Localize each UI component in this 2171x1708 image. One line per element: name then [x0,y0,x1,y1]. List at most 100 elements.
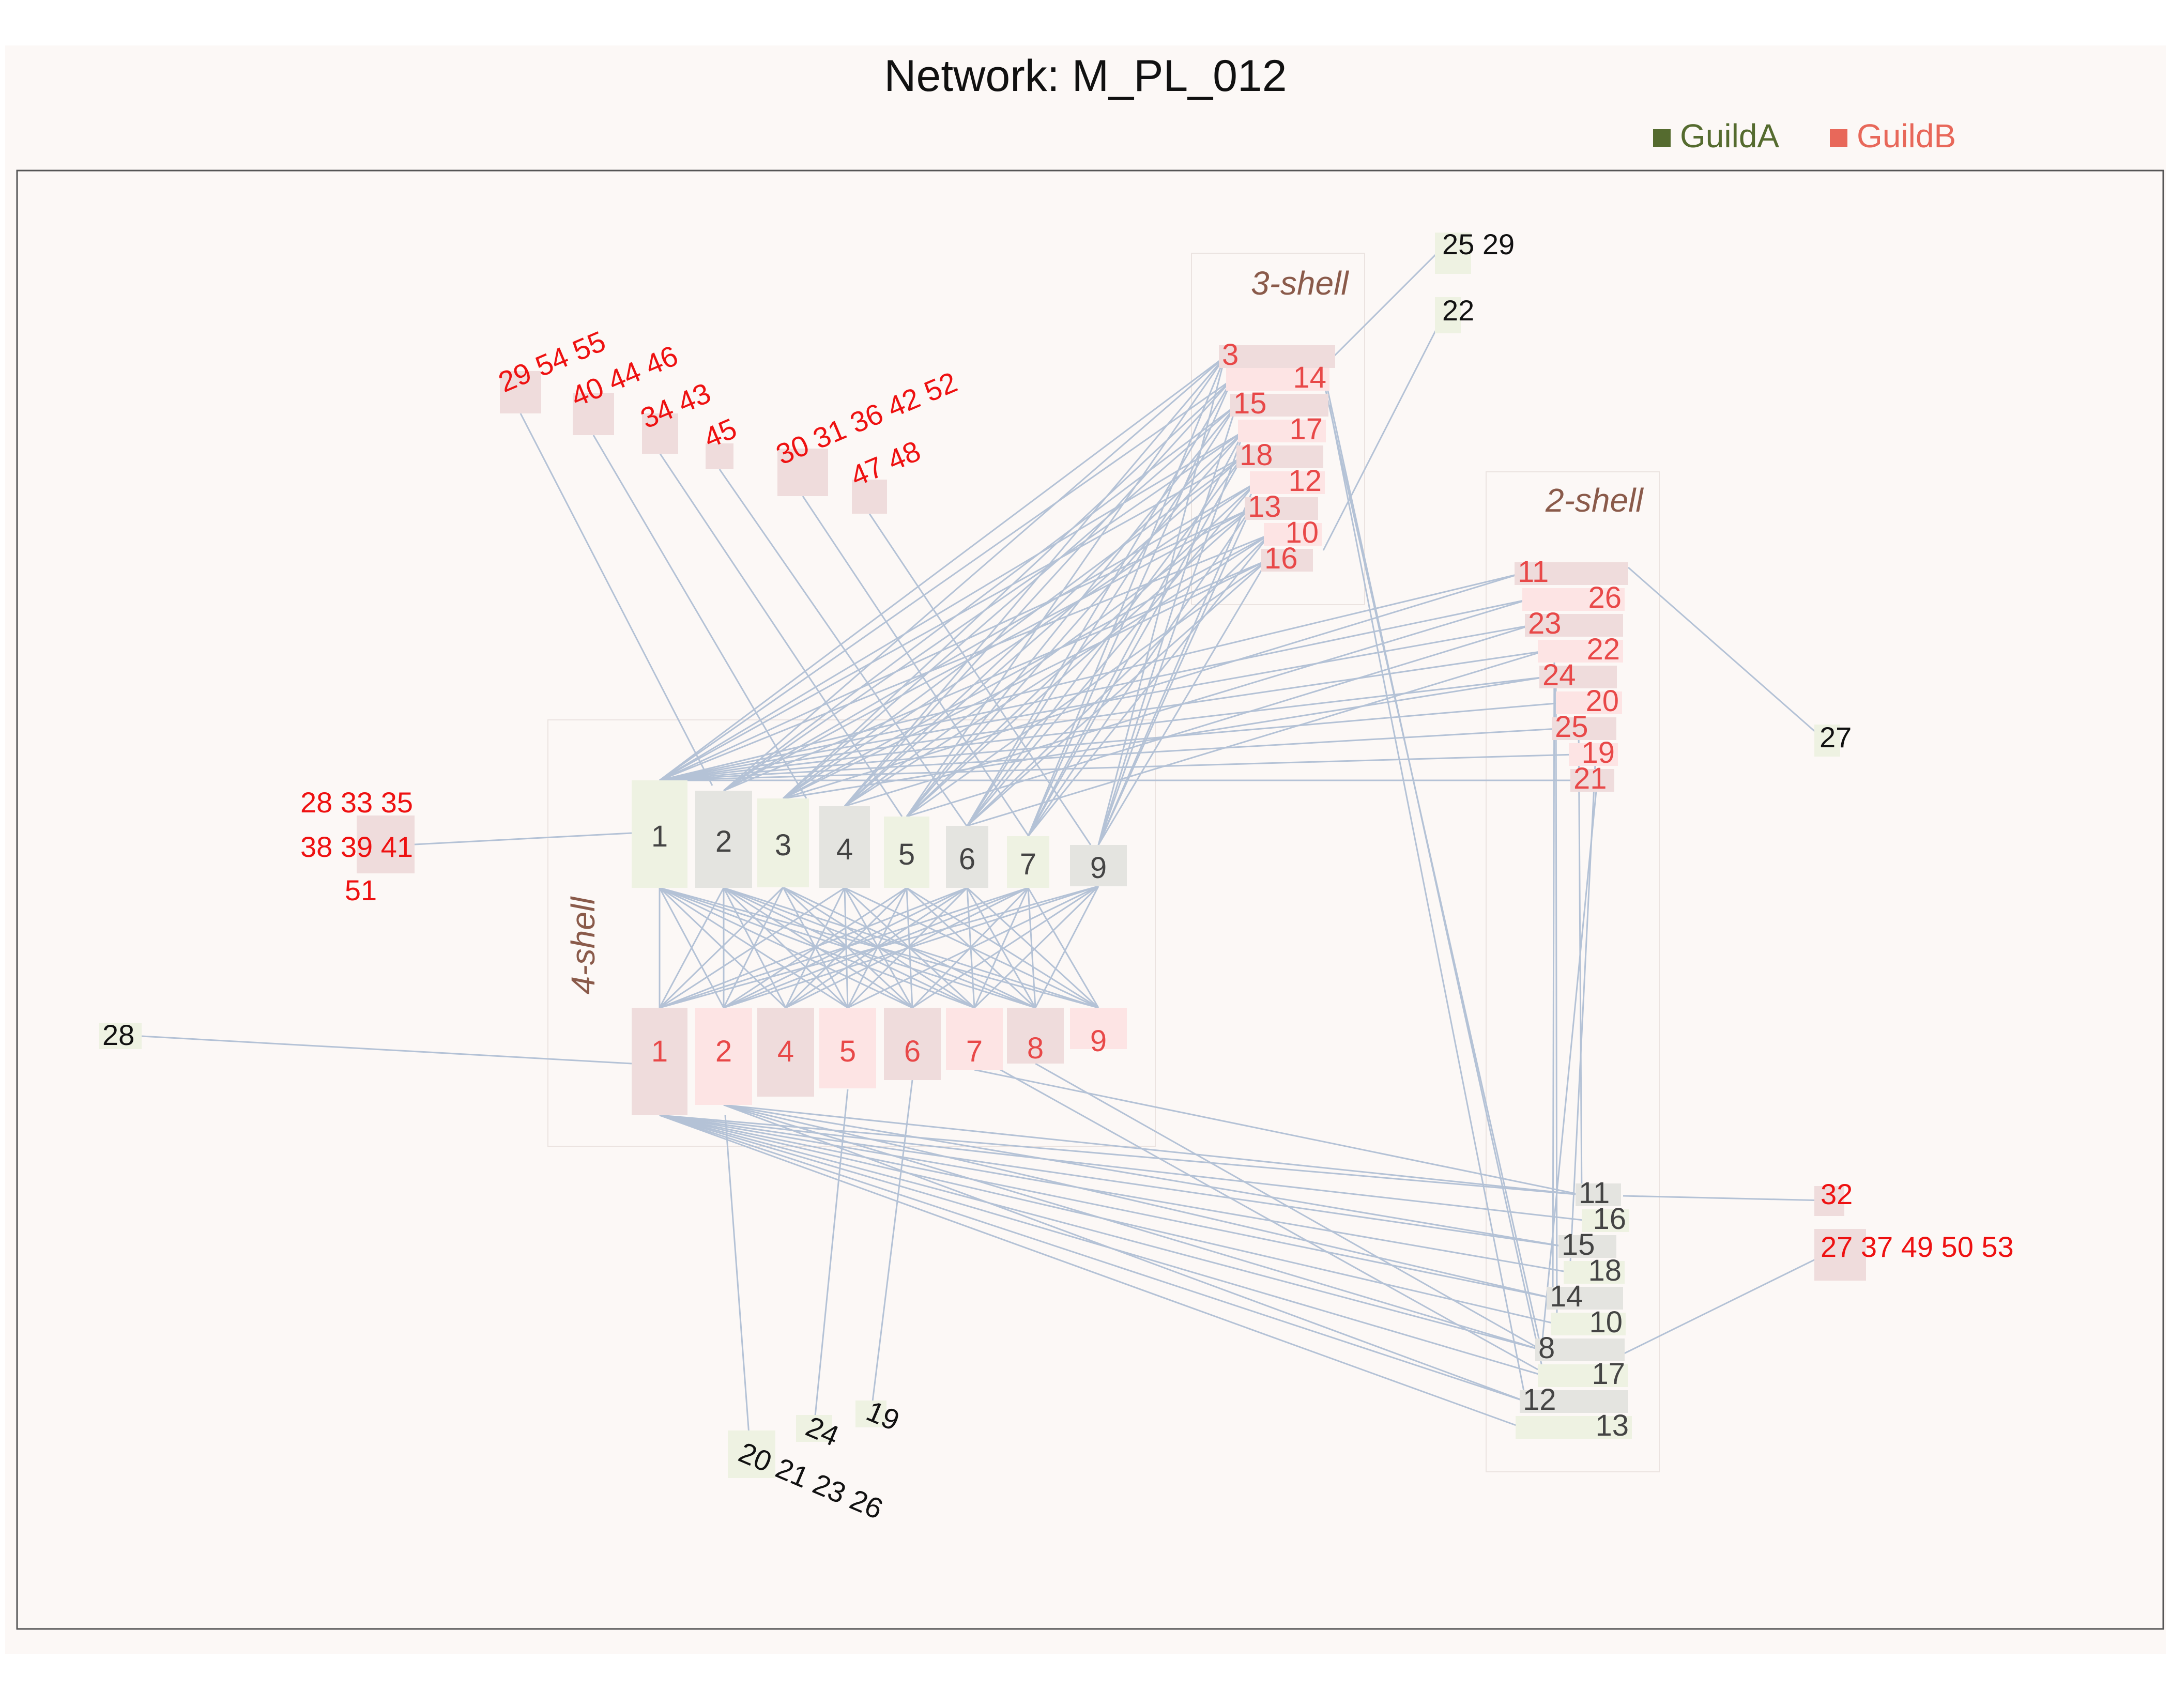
core-guildA-node: 5 [884,817,929,888]
shell2-core-link [659,676,1546,781]
shell2A-core-link [723,1104,1582,1196]
periph-right-black-label: 27 [1820,721,1852,753]
shell3-core-link [967,559,1268,827]
shell2-guildA-label: 13 [1595,1409,1629,1442]
shell2-guildA-node: 10 [1551,1305,1626,1339]
core-guildB-node: 9 [1070,1008,1127,1058]
shell2-core-link [659,753,1576,781]
core-link [912,885,1099,1009]
core-link [659,886,784,1009]
shell3-core-link [783,533,1271,799]
core-link [1034,886,1099,1008]
core-guildB-node: 6 [884,1008,941,1080]
core-guildB-label: 2 [715,1035,732,1068]
shell2A-core-link [659,1114,1553,1299]
shell2-core-link [967,650,1545,827]
periph-box-top-6 [852,480,887,514]
core-guildA-label: 6 [959,842,975,876]
shell3-core-link [659,430,1245,781]
shell2-guildA-node: 12 [1520,1383,1628,1417]
core-guildA-label: 5 [898,838,915,871]
shell3-guildB-node: 16 [1261,542,1313,575]
shell2-guildB-label: 21 [1573,762,1607,795]
core-link [659,885,1099,1009]
links-layer [141,247,1825,1442]
shell3-guildB-label: 18 [1240,438,1273,472]
shell3-core-link [1097,560,1268,845]
shell2-core-link [906,624,1532,818]
periph-box-top-4 [706,443,733,469]
shell3-guildB-node: 3 [1219,338,1335,372]
periph-box-top-black-1 [1435,233,1471,274]
shell2-guildB-node: 11 [1515,555,1628,589]
core-guildA-node: 1 [632,780,687,888]
shell3-shell2-link [1328,405,1527,1402]
shell2-core-link [783,573,1521,799]
shell2-guildA-label: 15 [1562,1228,1595,1261]
core-guildA-node: 7 [1007,836,1049,888]
shell3-core-link [906,430,1245,817]
shell2-guildA-node: 14 [1547,1280,1623,1313]
periph-link [802,496,1030,837]
core-link [906,887,1099,1009]
periph-box-right-red-2 [1814,1229,1866,1281]
core-link [723,887,913,1009]
shell2-guildA-label: 11 [1579,1176,1610,1210]
core-guildB-node: 7 [946,1008,1003,1070]
shell3-shell2-link [1324,379,1545,1376]
core-guildA-node: 2 [695,791,752,888]
core-guildB-label: 7 [966,1035,983,1068]
periph-box-bottom-1 [796,1415,832,1442]
core-guildA-node: 6 [946,826,988,888]
shell3-guildB-node: 12 [1250,464,1325,498]
shell3-core-link [723,430,1245,792]
core-link [659,887,725,1008]
shell2-guildB-node: 26 [1522,581,1625,614]
shell3-core-link [906,482,1257,818]
core-guildB-label: 6 [904,1035,921,1068]
periph-right-red-label-2: 27 37 49 50 53 [1821,1230,2014,1263]
shell2A-core-link [723,1104,1526,1403]
shell2-core-link [659,650,1545,781]
core-guildA-label: 2 [715,825,732,858]
shell2-guildB-label: 23 [1528,607,1562,640]
core-guildA-label: 9 [1090,851,1107,885]
periph-box-top-2 [573,393,614,435]
periph-link [1623,1195,1825,1202]
core-guildB-label: 5 [839,1035,856,1068]
shell2-guildA-node: 18 [1564,1254,1625,1287]
shell3-guildB-label: 16 [1264,542,1298,575]
shell3-core-link [1097,430,1245,845]
periph-link [718,469,968,826]
shell3-guildB-label: 17 [1289,412,1323,446]
shell2A-core-link [723,1104,1542,1351]
shell2-guildA-label: 17 [1592,1357,1625,1391]
shell3-core-link [966,456,1244,826]
periph-box-top-1 [500,371,541,413]
core-guildB-node: 8 [1007,1008,1064,1065]
shell2-guildB-node: 25 [1552,710,1616,744]
shell2-guildB-label: 19 [1581,736,1615,770]
shell2-core-link [659,624,1532,781]
shell2-core-link [659,598,1529,781]
core-guildB-label: 8 [1027,1032,1044,1065]
shell3-guildB-node: 14 [1226,361,1329,394]
periph-link [592,435,807,799]
periph-link [870,1080,913,1414]
core-guildB-label: 9 [1090,1024,1107,1058]
shell2-guildB-label: 20 [1585,684,1619,718]
shell2-vertical-link [1552,651,1555,1299]
legend-guildA-swatch [1653,129,1671,147]
shell2-core-link [659,728,1558,781]
core-guildB-node: 4 [757,1008,814,1097]
shell3-guildB-label: 15 [1233,387,1267,420]
core-guildA-label: 7 [1020,848,1036,881]
core-link [659,887,968,1009]
periph-link [1628,566,1825,741]
periph-link [141,1035,632,1065]
periph-right-red-label-1: 32 [1821,1178,1853,1210]
shell2A-core-link [659,1114,1570,1273]
core-guildB-label: 1 [651,1035,668,1068]
